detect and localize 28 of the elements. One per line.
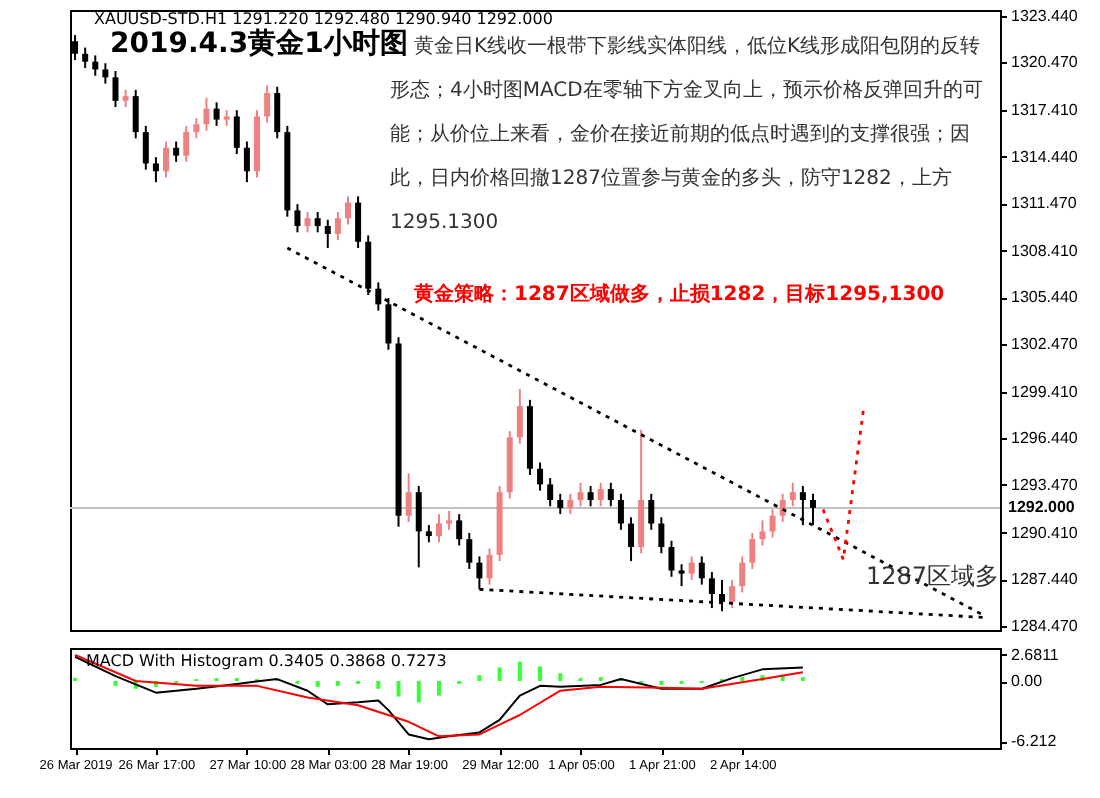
y-tick-label: 1320.470 <box>1011 53 1079 72</box>
annotation: 此，日内价格回撤1287位置参与黄金的多头，防守1282，上方 <box>390 166 952 190</box>
annotation: 1287区域多 <box>866 562 1000 590</box>
y-tick-label: 2.6811 <box>1011 645 1060 664</box>
y-tick-label: 1314.440 <box>1011 147 1079 166</box>
y-tick-label: 1308.410 <box>1011 241 1079 260</box>
y-tick-label: 0.00 <box>1011 672 1044 691</box>
annotation: XAUUSD-STD.H1 1291.220 1292.480 1290.940 1292.000 <box>94 10 553 28</box>
y-tick-label: 1305.440 <box>1011 288 1079 307</box>
text: 2019.4.3黄金1小时图 <box>110 28 408 60</box>
annotation: 黄金日K线收一根带下影线实体阳线，低位K线形成阳包阴的反转 <box>414 34 981 58</box>
y-tick-label: 1287.440 <box>1011 570 1079 589</box>
annotation: 形态；4小时图MACD在零轴下方金叉向上，预示价格反弹回升的可 <box>390 78 983 102</box>
y-tick-label: 1317.410 <box>1011 101 1079 120</box>
y-tick-label: 1323.440 <box>1011 6 1079 25</box>
annotation: 能；从价位上来看，金价在接近前期的低点时遇到的支撑很强；因 <box>390 122 970 146</box>
y-tick-label: -6.212 <box>1011 732 1058 751</box>
chart-title: MACD With Histogram 0.3405 0.3868 0.7273 <box>86 652 447 670</box>
y-tick-label: 1284.470 <box>1011 616 1079 635</box>
y-tick-label: 1302.470 <box>1011 334 1079 353</box>
annotation: 1295.1300 <box>390 212 499 234</box>
y-tick-label: 1293.470 <box>1011 475 1079 494</box>
y-tick-label: 1296.440 <box>1011 429 1079 448</box>
ref-line-label: 1292.000 <box>1008 497 1076 516</box>
annotation: 黄金策略：1287区域做多，止损1282，目标1295,1300 <box>412 282 945 306</box>
y-tick-label: 1290.410 <box>1011 523 1079 542</box>
y-tick-label: 1299.410 <box>1011 382 1079 401</box>
y-tick-label: 1311.470 <box>1011 194 1078 213</box>
